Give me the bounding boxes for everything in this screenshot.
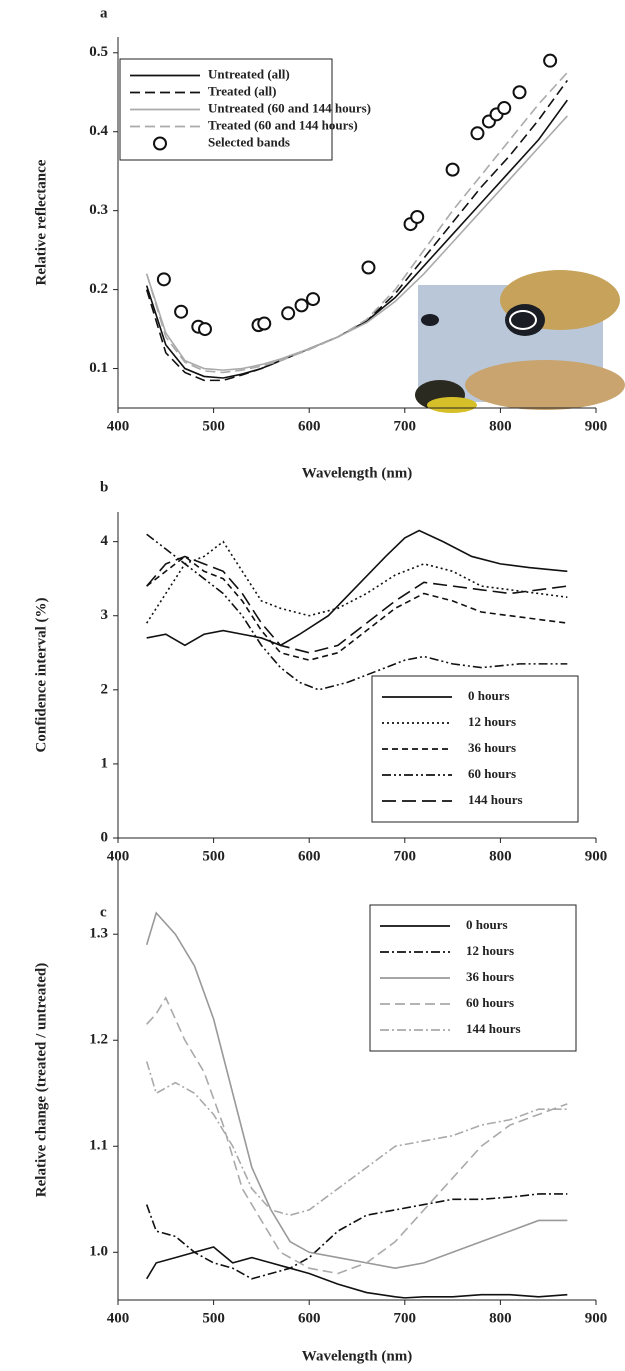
series-line — [146, 529, 568, 647]
y-axis-label: Relative change (treated / untreated) — [33, 963, 49, 1197]
x-tick-label: 900 — [585, 1310, 608, 1326]
legend-label: Untreated (all) — [208, 66, 290, 81]
data-point — [512, 85, 527, 100]
y-tick-label: 1.1 — [89, 1138, 108, 1154]
x-tick-label: 700 — [394, 848, 417, 864]
y-tick-label: 1.0 — [89, 1244, 108, 1260]
series-line — [145, 911, 568, 1270]
y-tick-label: 0.3 — [89, 202, 108, 218]
x-tick-label: 500 — [202, 848, 225, 864]
panel-label: a — [100, 5, 108, 21]
x-tick-label: 800 — [489, 848, 512, 864]
y-tick-label: 0.2 — [89, 281, 108, 297]
legend-label: 36 hours — [468, 740, 516, 755]
photo-region — [421, 314, 439, 326]
data-point — [257, 316, 272, 331]
x-tick-label: 700 — [394, 1310, 417, 1326]
x-tick-label: 600 — [298, 848, 321, 864]
data-point — [543, 53, 558, 68]
legend-label: Untreated (60 and 144 hours) — [208, 100, 371, 115]
x-tick-label: 600 — [298, 418, 321, 434]
series-line — [146, 555, 568, 662]
data-point — [497, 101, 512, 116]
legend-label: 0 hours — [468, 688, 510, 703]
x-axis-label: Wavelength (nm) — [302, 465, 412, 481]
data-point — [470, 126, 485, 141]
x-tick-label: 600 — [298, 1310, 321, 1326]
legend-label: 144 hours — [466, 1021, 521, 1036]
panel-label: c — [100, 904, 107, 920]
y-tick-label: 3 — [101, 607, 109, 623]
series-line — [146, 533, 568, 691]
legend-label: 60 hours — [468, 766, 516, 781]
data-point — [445, 162, 460, 177]
y-tick-label: 0.5 — [89, 44, 108, 60]
data-point — [361, 260, 376, 275]
x-tick-label: 800 — [489, 418, 512, 434]
series-line — [146, 555, 568, 654]
x-tick-label: 800 — [489, 1310, 512, 1326]
data-point — [156, 272, 171, 287]
series-line — [145, 1246, 568, 1299]
legend-label: 12 hours — [466, 943, 514, 958]
series-line — [146, 996, 568, 1275]
inset-photo — [415, 270, 625, 413]
data-point — [410, 209, 425, 224]
legend-label: 60 hours — [466, 995, 514, 1010]
x-tick-label: 400 — [107, 848, 130, 864]
y-tick-label: 2 — [101, 681, 109, 697]
legend-label: 144 hours — [468, 792, 523, 807]
series-line — [146, 540, 568, 624]
legend-label: 0 hours — [466, 917, 508, 932]
legend: Untreated (all) Treated (all) Untreated (6… — [119, 58, 371, 161]
y-tick-label: 1.3 — [89, 926, 108, 942]
data-point — [197, 322, 212, 337]
y-axis-label: Confidence interval (%) — [33, 598, 49, 753]
legend-label: Treated (60 and 144 hours) — [208, 117, 358, 132]
y-tick-label: 4 — [101, 533, 109, 549]
x-axis-label: Wavelength (nm) — [302, 1348, 412, 1364]
y-tick-label: 0 — [101, 829, 109, 845]
data-point — [306, 292, 321, 307]
x-tick-label: 900 — [585, 418, 608, 434]
photo-outline — [509, 310, 537, 330]
x-tick-label: 900 — [585, 848, 608, 864]
series-line — [145, 71, 568, 374]
y-axis-label: Relative reflectance — [33, 159, 49, 285]
data-point — [281, 306, 296, 321]
series-line — [145, 1193, 568, 1280]
legend-label: 12 hours — [468, 714, 516, 729]
x-tick-label: 400 — [107, 1310, 130, 1326]
legend-label: Treated (all) — [208, 83, 276, 98]
legend-marker — [153, 136, 167, 151]
series-line — [145, 1061, 568, 1217]
photo-region — [465, 360, 625, 410]
y-tick-label: 0.1 — [89, 360, 108, 376]
legend: 0 hours 12 hours 36 hours 60 hours 144 hours — [369, 904, 577, 1052]
data-point — [294, 298, 309, 313]
legend-label: 36 hours — [466, 969, 514, 984]
legend-label: Selected bands — [208, 134, 290, 149]
x-tick-label: 500 — [202, 1310, 225, 1326]
legend: 0 hours 12 hours 36 hours 60 hours 144 hours — [371, 675, 579, 823]
x-tick-label: 700 — [394, 418, 417, 434]
photo-region — [427, 397, 477, 413]
y-tick-label: 1 — [101, 755, 109, 771]
y-tick-label: 1.2 — [89, 1032, 108, 1048]
y-tick-label: 0.4 — [89, 123, 108, 139]
panel-label: b — [100, 479, 108, 495]
x-tick-label: 500 — [202, 418, 225, 434]
x-tick-label: 400 — [107, 418, 130, 434]
data-point — [174, 304, 189, 319]
